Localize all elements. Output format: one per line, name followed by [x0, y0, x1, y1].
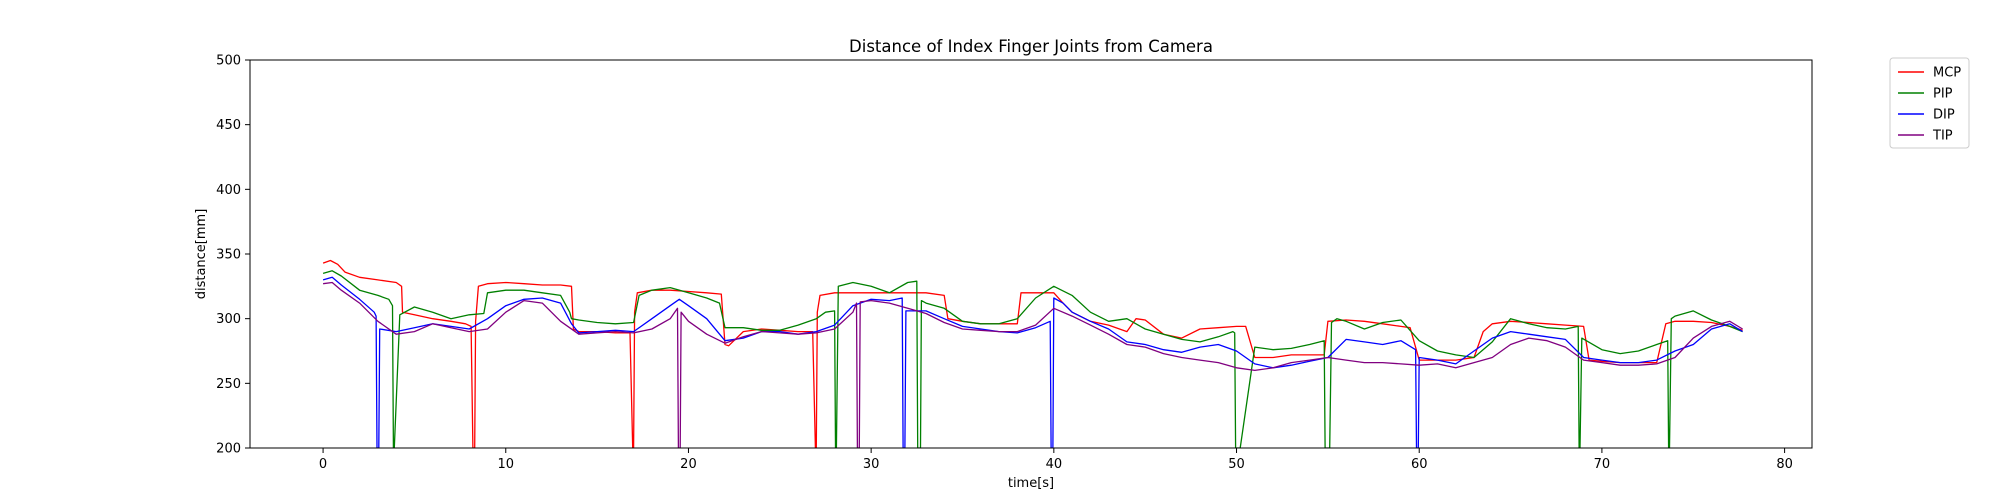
legend-label: DIP: [1933, 108, 1955, 123]
y-tick-label: 350: [216, 248, 241, 263]
plot-area: [249, 59, 1813, 449]
legend-box: [1889, 57, 1970, 149]
legend-label: TIP: [1932, 129, 1953, 144]
y-tick-label: 300: [216, 312, 241, 327]
y-tick-label: 450: [216, 118, 241, 133]
legend-label: PIP: [1933, 87, 1953, 102]
x-tick-label: 60: [1411, 457, 1428, 472]
x-tick-label: 50: [1228, 457, 1245, 472]
y-tick-label: 500: [216, 54, 241, 69]
chart-title: Distance of Index Finger Joints from Cam…: [849, 37, 1213, 56]
plot-frame: [249, 59, 1813, 449]
legend-item-tip: TIP: [1898, 129, 1953, 144]
legend-item-pip: PIP: [1898, 87, 1953, 102]
y-tick-label: 200: [216, 442, 241, 457]
x-tick-label: 10: [497, 457, 514, 472]
x-tick-label: 70: [1594, 457, 1611, 472]
x-axis: 0 10 20 30 40 50 60 70 80: [319, 448, 1793, 472]
x-tick-label: 20: [680, 457, 697, 472]
y-axis: 200 250 300 350 400 450 500: [216, 54, 250, 457]
y-axis-label: distance[mm]: [194, 209, 209, 300]
series-line-tip: [323, 281, 1743, 448]
series-line-pip: [322, 270, 1743, 448]
x-tick-label: 40: [1046, 457, 1063, 472]
x-tick-label: 80: [1776, 457, 1793, 472]
series-line-dip: [322, 276, 1743, 448]
legend-item-dip: DIP: [1898, 108, 1955, 123]
x-tick-label: 30: [863, 457, 880, 472]
x-axis-label: time[s]: [1008, 476, 1054, 491]
legend-label: MCP: [1933, 66, 1961, 81]
series-line-mcp: [322, 259, 1743, 448]
legend: MCP PIP DIP TIP: [1889, 57, 1970, 149]
legend-item-mcp: MCP: [1898, 66, 1961, 81]
y-tick-label: 400: [216, 183, 241, 198]
x-tick-label: 0: [319, 457, 327, 472]
y-tick-label: 250: [216, 377, 241, 392]
